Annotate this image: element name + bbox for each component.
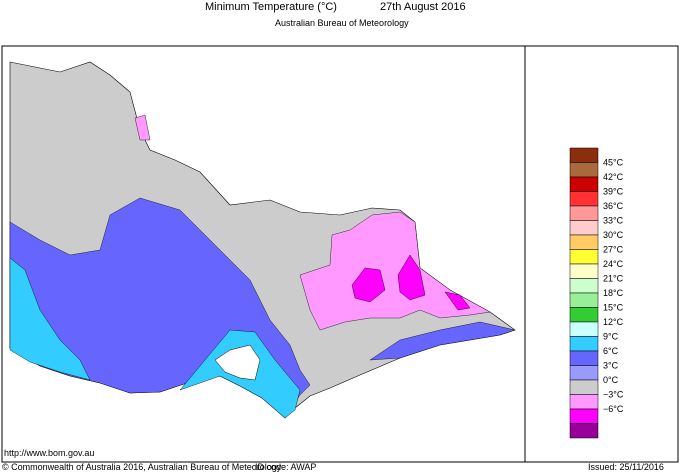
legend-label: 0°C	[603, 375, 619, 385]
region-6c	[9, 257, 91, 381]
legend-swatch	[569, 205, 599, 221]
bay	[214, 344, 261, 381]
copyright: © Commonwealth of Australia 2016, Austra…	[2, 462, 282, 472]
legend-swatch	[569, 220, 599, 236]
legend-label: 33°C	[603, 216, 624, 226]
legend-label: 15°C	[603, 303, 624, 313]
id-code: ID code: AWAP	[255, 462, 316, 472]
legend-label: 9°C	[603, 332, 619, 342]
region-minus6c	[351, 267, 386, 303]
region-3c-east	[369, 321, 516, 361]
legend-swatch	[569, 423, 599, 439]
region-minus6c	[444, 291, 471, 311]
legend-label: 24°C	[603, 259, 624, 269]
legend-swatch	[569, 292, 599, 308]
legend-label: 42°C	[603, 172, 624, 182]
region-minus3c	[299, 211, 491, 331]
legend-label: 18°C	[603, 288, 624, 298]
legend-label: 39°C	[603, 187, 624, 197]
legend-swatch	[569, 249, 599, 265]
legend-swatch	[569, 147, 599, 163]
legend-label: 6°C	[603, 346, 619, 356]
map	[9, 61, 516, 419]
legend-swatch	[569, 263, 599, 279]
legend-swatch	[569, 234, 599, 250]
legend-label: 30°C	[603, 230, 624, 240]
legend-swatch	[569, 191, 599, 207]
legend-swatch	[569, 336, 599, 352]
legend-swatch	[569, 307, 599, 323]
legend-label: −6°C	[603, 404, 624, 414]
legend-label: −3°C	[603, 390, 624, 400]
legend-swatch	[569, 350, 599, 366]
legend-swatch	[569, 162, 599, 178]
date: 27th August 2016	[380, 1, 466, 13]
region-minus3c-north	[134, 114, 151, 141]
legend-label: 27°C	[603, 245, 624, 255]
legend-swatch	[569, 278, 599, 294]
url: http://www.bom.gov.au	[4, 448, 94, 458]
legend-label: 45°C	[603, 158, 624, 168]
frame	[1, 45, 679, 463]
legend-swatch	[569, 408, 599, 424]
legend-swatch	[569, 394, 599, 410]
issued: Issued: 25/11/2016	[588, 462, 664, 472]
legend-label: 12°C	[603, 317, 624, 327]
region-minus6c	[397, 254, 426, 301]
title: Minimum Temperature (°C)	[205, 1, 337, 13]
legend-swatch	[569, 365, 599, 381]
subtitle: Australian Bureau of Meteorology	[275, 18, 409, 28]
legend-label: 21°C	[603, 274, 624, 284]
legend-label: 3°C	[603, 361, 619, 371]
legend-swatch	[569, 379, 599, 395]
legend-swatch	[569, 321, 599, 337]
legend: 45°C 42°C 39°C 36°C 33°C 30°C 27°C 24°C 21°C 18°C…	[569, 147, 624, 439]
legend-swatch	[569, 176, 599, 192]
legend-label: 36°C	[603, 201, 624, 211]
